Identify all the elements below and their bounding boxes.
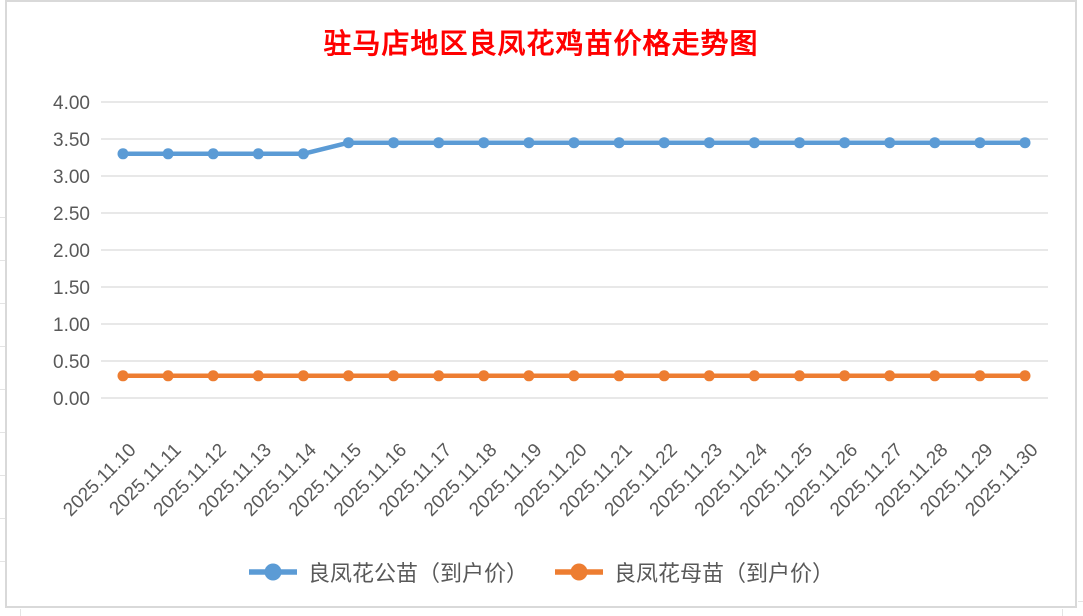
data-point-male-chick[interactable] bbox=[748, 137, 760, 149]
legend-line-dot-icon bbox=[248, 563, 297, 581]
data-point-male-chick[interactable] bbox=[658, 137, 670, 149]
y-axis-tick-label: 4.00 bbox=[53, 93, 90, 114]
data-point-male-chick[interactable] bbox=[703, 137, 715, 149]
data-point-female-chick[interactable] bbox=[884, 370, 896, 382]
data-point-female-chick[interactable] bbox=[974, 370, 986, 382]
data-point-male-chick[interactable] bbox=[297, 148, 309, 160]
data-point-male-chick[interactable] bbox=[794, 137, 805, 149]
legend-item-male-chick[interactable]: 良凤花公苗（到户价） bbox=[248, 556, 528, 588]
spreadsheet-cell-line bbox=[20, 609, 21, 616]
y-axis-tick-label: 2.50 bbox=[53, 204, 90, 225]
legend-label-female-chick: 良凤花母苗（到户价） bbox=[614, 561, 835, 586]
data-point-female-chick[interactable] bbox=[929, 370, 941, 382]
data-point-female-chick[interactable] bbox=[523, 370, 535, 382]
chart-frame bbox=[5, 0, 1077, 608]
spreadsheet-cell-line bbox=[1062, 609, 1063, 616]
data-point-male-chick[interactable] bbox=[207, 148, 219, 160]
data-point-male-chick[interactable] bbox=[929, 137, 941, 149]
y-axis-tick-label: 0.50 bbox=[53, 352, 90, 373]
data-point-female-chick[interactable] bbox=[117, 370, 129, 382]
data-point-male-chick[interactable] bbox=[884, 137, 896, 149]
data-point-male-chick[interactable] bbox=[343, 137, 354, 149]
y-axis-tick-label: 1.50 bbox=[53, 278, 90, 299]
data-point-male-chick[interactable] bbox=[839, 137, 851, 149]
data-point-female-chick[interactable] bbox=[433, 370, 445, 382]
spreadsheet-cell-line bbox=[0, 561, 5, 562]
data-point-male-chick[interactable] bbox=[433, 137, 445, 149]
data-point-female-chick[interactable] bbox=[1019, 370, 1031, 382]
spreadsheet-cell-line bbox=[0, 217, 5, 218]
data-point-female-chick[interactable] bbox=[252, 370, 264, 382]
data-point-female-chick[interactable] bbox=[297, 370, 309, 382]
spreadsheet-cell-line bbox=[0, 432, 5, 433]
data-point-male-chick[interactable] bbox=[1019, 137, 1031, 149]
data-point-female-chick[interactable] bbox=[388, 370, 400, 382]
data-point-male-chick[interactable] bbox=[162, 148, 174, 160]
chart-title: 驻马店地区良凤花鸡苗价格走势图 bbox=[323, 29, 759, 60]
spreadsheet-cell-line bbox=[0, 389, 5, 390]
spreadsheet-cell-line bbox=[0, 260, 5, 261]
legend-label-male-chick: 良凤花公苗（到户价） bbox=[307, 561, 528, 586]
data-point-male-chick[interactable] bbox=[523, 137, 535, 149]
data-point-female-chick[interactable] bbox=[613, 370, 625, 382]
data-point-male-chick[interactable] bbox=[388, 137, 400, 149]
y-axis-tick-label: 0.00 bbox=[53, 389, 90, 410]
data-point-male-chick[interactable] bbox=[613, 137, 625, 149]
data-point-male-chick[interactable] bbox=[117, 148, 129, 160]
spreadsheet-cell-line bbox=[0, 303, 5, 304]
data-point-female-chick[interactable] bbox=[703, 370, 715, 382]
y-axis-tick-label: 3.00 bbox=[53, 167, 90, 188]
spreadsheet-cell-line bbox=[1078, 601, 1083, 602]
data-point-female-chick[interactable] bbox=[568, 370, 580, 382]
y-axis-tick-label: 2.00 bbox=[53, 241, 90, 262]
data-point-male-chick[interactable] bbox=[252, 148, 264, 160]
chart-legend: 良凤花公苗（到户价） 良凤花母苗（到户价） bbox=[5, 550, 1077, 594]
y-axis-tick-label: 3.50 bbox=[53, 130, 90, 151]
data-point-female-chick[interactable] bbox=[658, 370, 670, 382]
data-point-male-chick[interactable] bbox=[568, 137, 580, 149]
data-point-male-chick[interactable] bbox=[974, 137, 986, 149]
data-point-male-chick[interactable] bbox=[478, 137, 490, 149]
spreadsheet-cell-line bbox=[0, 346, 5, 347]
data-point-female-chick[interactable] bbox=[748, 370, 760, 382]
legend-item-female-chick[interactable]: 良凤花母苗（到户价） bbox=[554, 556, 834, 588]
data-point-female-chick[interactable] bbox=[794, 370, 805, 382]
spreadsheet-cell-line bbox=[0, 475, 5, 476]
legend-line-dot-icon bbox=[555, 563, 603, 581]
spreadsheet-cell-line bbox=[0, 518, 5, 519]
data-point-female-chick[interactable] bbox=[162, 370, 174, 382]
data-point-female-chick[interactable] bbox=[839, 370, 851, 382]
data-point-female-chick[interactable] bbox=[207, 370, 219, 382]
y-axis-tick-label: 1.00 bbox=[53, 315, 90, 336]
data-point-female-chick[interactable] bbox=[478, 370, 490, 382]
data-point-female-chick[interactable] bbox=[343, 370, 354, 382]
